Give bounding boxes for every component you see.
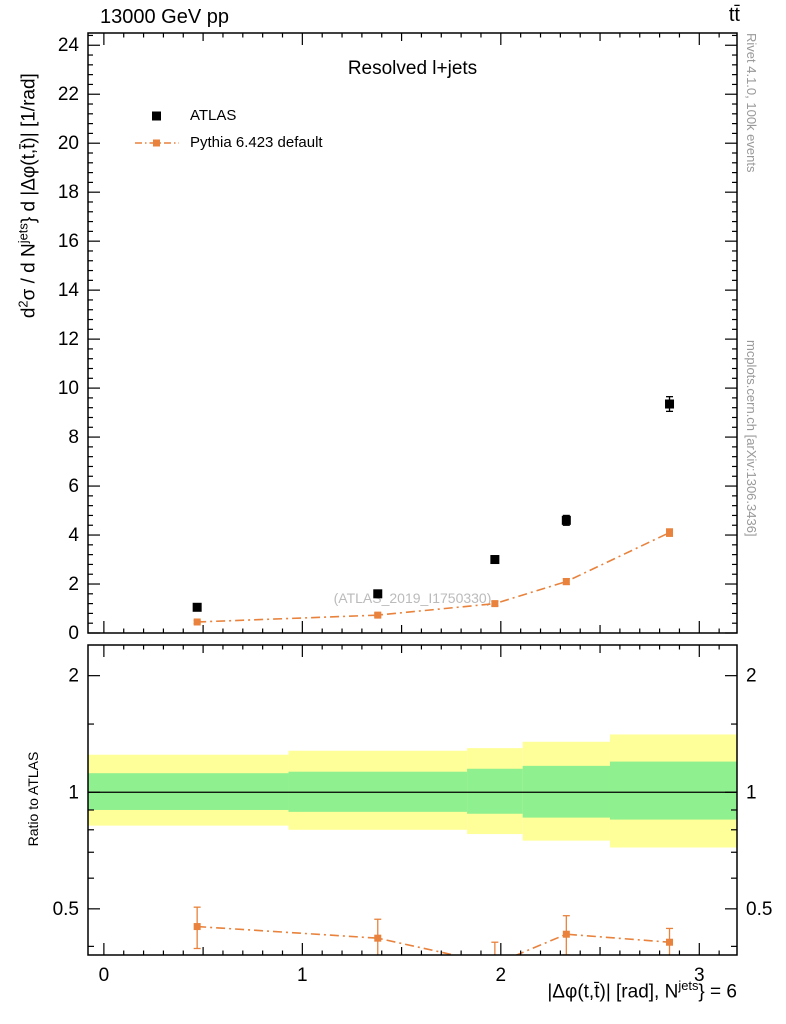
svg-text:16: 16: [58, 231, 79, 252]
svg-text:0.5: 0.5: [53, 899, 79, 920]
beam-energy-label: 13000 GeV pp: [100, 6, 229, 28]
svg-text:8: 8: [68, 427, 79, 448]
x-axis-label: |Δφ(t,t̄)| [rad], Njets} = 6: [547, 978, 737, 1003]
svg-text:0: 0: [68, 623, 79, 644]
pythia-markers: [193, 528, 674, 626]
svg-text:1: 1: [297, 965, 308, 986]
ratio-y-axis-label: Ratio to ATLAS: [25, 751, 41, 847]
legend-row-atlas: ATLAS: [134, 102, 323, 129]
svg-text:20: 20: [58, 133, 79, 154]
svg-text:22: 22: [58, 84, 79, 105]
svg-text:1: 1: [68, 782, 79, 803]
ratio-series: [193, 906, 674, 955]
svg-text:14: 14: [58, 280, 80, 301]
main-panel-frame: [87, 32, 738, 634]
svg-text:0.5: 0.5: [746, 899, 772, 920]
legend-row-pythia: Pythia 6.423 default: [134, 129, 323, 156]
legend: ATLAS Pythia 6.423 default: [134, 102, 323, 156]
legend-label-atlas: ATLAS: [190, 107, 237, 124]
ratio-uncertainty-bands: [88, 734, 737, 848]
ratio-panel-frame: [87, 644, 738, 956]
pythia-dashdot-marker-icon: [135, 139, 179, 146]
pythia-line: [197, 531, 670, 623]
atlas-square-marker-icon: [152, 111, 161, 120]
svg-text:1: 1: [746, 782, 757, 803]
svg-text:2: 2: [746, 666, 757, 687]
svg-text:18: 18: [58, 182, 79, 203]
svg-text:10: 10: [58, 378, 79, 399]
svg-text:2: 2: [68, 574, 79, 595]
legend-label-pythia: Pythia 6.423 default: [190, 134, 323, 151]
rivet-version-note: Rivet 4.1.0, 100k events: [744, 33, 759, 173]
analysis-watermark: (ATLAS_2019_I1750330): [333, 590, 492, 606]
svg-text:4: 4: [68, 525, 79, 546]
panel-title: Resolved l+jets: [347, 58, 478, 79]
svg-text:2: 2: [68, 666, 79, 687]
svg-text:3: 3: [694, 965, 705, 986]
svg-text:2: 2: [496, 965, 507, 986]
process-label: tt̄: [728, 4, 740, 26]
svg-text:0: 0: [99, 965, 110, 986]
atlas-markers: [192, 396, 675, 612]
mcplots-reference-note: mcplots.cern.ch [arXiv:1306.3436]: [744, 340, 759, 537]
svg-text:24: 24: [58, 35, 80, 56]
svg-text:6: 6: [68, 476, 79, 497]
svg-text:12: 12: [58, 329, 79, 350]
main-y-axis-label: d2σ / d Njets} d |Δφ(t,t̄)| [1/rad]: [15, 73, 40, 319]
